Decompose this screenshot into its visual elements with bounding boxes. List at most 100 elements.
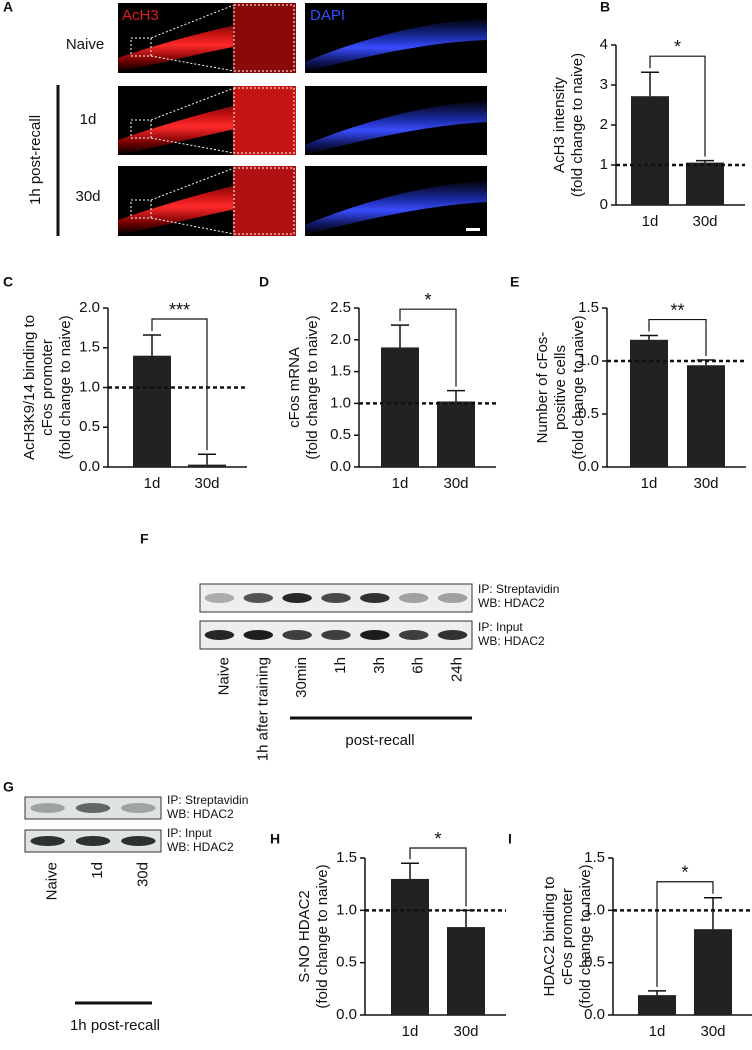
panel-letter: A	[3, 0, 13, 15]
significance: *	[674, 37, 681, 57]
blot-band	[121, 836, 156, 846]
x-tick-label: 1d	[144, 475, 161, 492]
blot-band	[321, 593, 351, 603]
blot-band	[243, 593, 274, 603]
bar	[447, 927, 485, 1015]
blot-label: IP: Input	[167, 826, 212, 840]
lane-label: 1h after training	[254, 657, 271, 761]
blot-band	[321, 630, 351, 640]
blot-band	[204, 593, 235, 603]
y-tick-label: 0.0	[578, 458, 599, 475]
blot-label: WB: HDAC2	[478, 596, 545, 610]
y-axis-label: (fold change to naive)	[570, 315, 587, 459]
y-axis-label: (fold change to naive)	[314, 864, 331, 1008]
blot-band	[282, 593, 312, 603]
x-tick-label: 30d	[700, 1023, 725, 1040]
lane-label: Naive	[215, 657, 232, 695]
lane-label: 1d	[89, 862, 106, 879]
blot-band	[75, 836, 111, 846]
y-tick-label: 1.5	[330, 363, 351, 380]
bar	[381, 347, 419, 467]
y-tick-label: 0.0	[330, 458, 351, 475]
y-tick-label: 2	[600, 116, 608, 133]
significance-bracket	[151, 318, 208, 451]
bar	[687, 365, 725, 467]
microscopy-images	[118, 3, 487, 236]
x-tick-label: 30d	[194, 475, 219, 492]
blot-band	[398, 593, 429, 603]
significance: *	[681, 863, 688, 883]
y-tick-label: 0.0	[79, 458, 100, 475]
significance-bracket	[649, 55, 706, 157]
blot-label: WB: HDAC2	[167, 807, 234, 821]
y-axis-label: cFos promoter	[39, 339, 56, 436]
lane-label: 1h	[332, 657, 349, 674]
x-tick-label: 1d	[641, 475, 658, 492]
y-tick-label: 0.5	[584, 954, 605, 971]
lane-label: Naive	[44, 862, 61, 900]
panel-letter: C	[3, 274, 13, 290]
bar	[188, 464, 226, 467]
row-label: 1d	[80, 111, 97, 128]
x-tick-label: 1d	[402, 1023, 419, 1040]
y-tick-label: 2.0	[79, 299, 100, 316]
x-tick-label: 30d	[692, 213, 717, 230]
significance-bracket	[656, 881, 714, 987]
bar	[638, 995, 676, 1015]
bar	[686, 162, 724, 205]
bar	[391, 878, 429, 1015]
blot-band	[75, 803, 111, 813]
blot-label: WB: HDAC2	[478, 634, 545, 648]
significance: *	[434, 829, 441, 849]
y-axis-label: S-NO HDAC2	[296, 890, 313, 983]
y-tick-label: 0.5	[79, 418, 100, 435]
panel-letter: E	[510, 274, 519, 290]
y-tick-label: 1.0	[584, 901, 605, 918]
y-tick-label: 2.0	[330, 331, 351, 348]
blot-band	[204, 630, 235, 640]
panel-letter: G	[3, 779, 14, 795]
x-tick-label: 30d	[443, 475, 468, 492]
lane-label: 3h	[371, 657, 388, 674]
bar	[694, 929, 732, 1015]
lane-label: 24h	[449, 657, 466, 682]
blot-band	[121, 803, 156, 813]
blot-band	[360, 593, 390, 603]
y-tick-label: 1.0	[79, 378, 100, 395]
significance: ***	[169, 300, 190, 320]
blot-band	[437, 593, 468, 603]
stain-label: AcH3	[122, 7, 159, 24]
y-tick-label: 1.5	[79, 339, 100, 356]
y-axis-label: (fold change to naive)	[569, 53, 586, 197]
blot-band	[398, 630, 429, 640]
y-tick-label: 1.5	[584, 849, 605, 866]
y-tick-label: 1.0	[578, 352, 599, 369]
row-label: 30d	[75, 188, 100, 205]
y-axis-label: (fold change to naive)	[57, 315, 74, 459]
significance-bracket	[409, 847, 467, 907]
blot-band	[30, 836, 65, 846]
blot-band	[282, 630, 312, 640]
x-tick-label: 30d	[453, 1023, 478, 1040]
significance: *	[424, 290, 431, 310]
y-tick-label: 1.5	[336, 849, 357, 866]
stain-label: DAPI	[310, 7, 345, 24]
y-axis-label: positive cells	[552, 345, 569, 430]
y-axis-label: (fold change to naive)	[577, 864, 594, 1008]
group-label: 1h post-recall	[27, 115, 44, 205]
y-tick-label: 1.0	[336, 901, 357, 918]
blot-label: IP: Streptavidin	[167, 793, 248, 807]
blot-label: IP: Input	[478, 620, 523, 634]
y-tick-label: 1.0	[330, 394, 351, 411]
x-tick-label: 1d	[642, 213, 659, 230]
significance-bracket	[648, 318, 707, 356]
x-tick-label: 1d	[392, 475, 409, 492]
blot-band	[437, 630, 468, 640]
y-axis-label: cFos promoter	[559, 888, 576, 985]
panel-letter: B	[600, 0, 610, 15]
blot-label: IP: Streptavidin	[478, 582, 559, 596]
y-tick-label: 4	[600, 36, 608, 53]
lane-label: 30min	[293, 657, 310, 698]
y-axis-label: AcH3 intensity	[551, 77, 568, 173]
